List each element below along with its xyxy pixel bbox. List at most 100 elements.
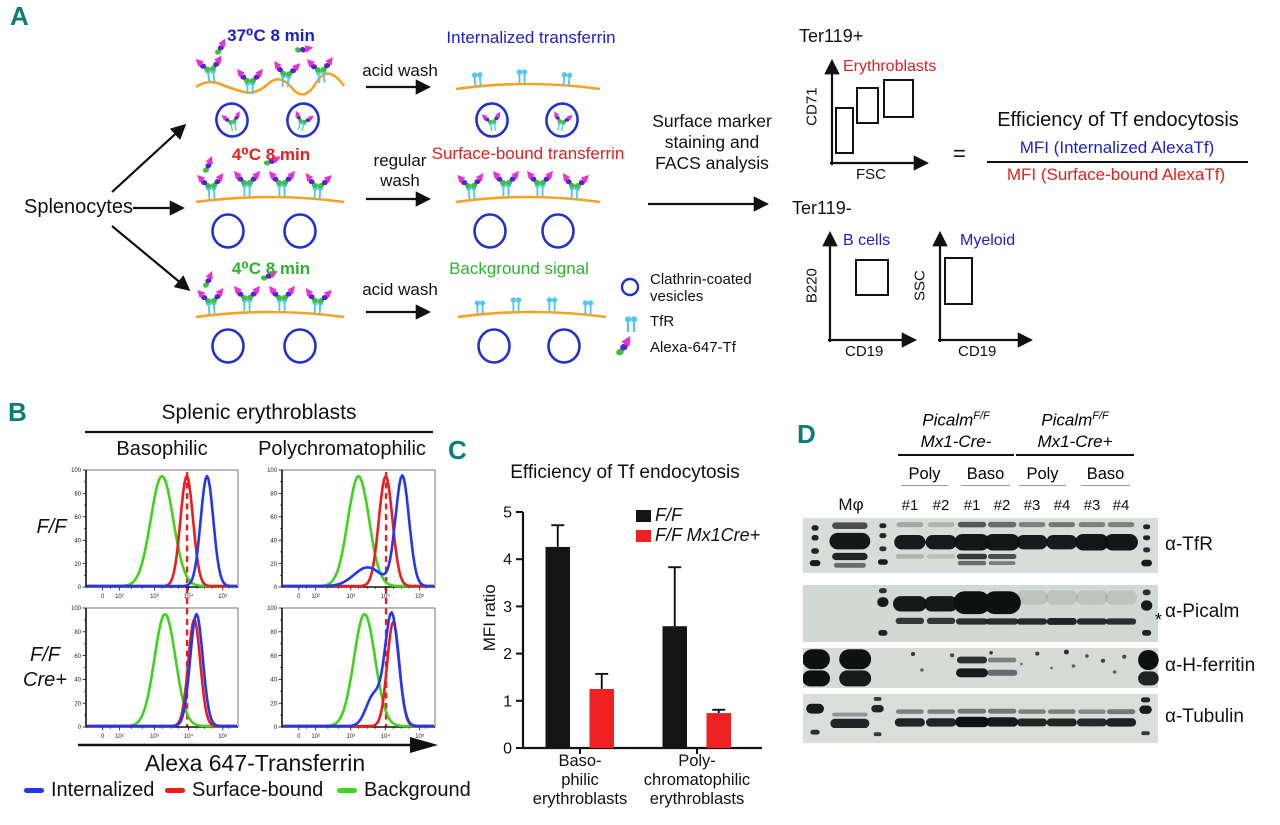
blot-band [987,669,1018,676]
b-cells-gate-label: B cells [843,232,891,249]
blot-band [987,521,1017,528]
x-tick-label: 10⁴ [184,733,194,740]
panel-c-label: C [448,435,467,465]
category-line: Poly- [678,752,716,770]
x-tick-label: 10³ [150,734,159,740]
row-ff-cre-line2: Cre+ [23,669,67,691]
blot-band [832,552,868,561]
c-y-tick-label: 0 [503,741,512,758]
subgroup-baso-1: Baso [961,465,1010,486]
blot-band [1141,559,1152,567]
blot-band [1140,600,1153,611]
blot-band [989,651,993,655]
bar-chart-plot: 0 1 2 3 4 5 [503,505,762,758]
equation-numerator: MFI (Internalized AlexaTf) [1019,138,1215,157]
legend-ff-mx1cre-label: F/F Mx1Cre+ [655,525,761,545]
blot-band [955,716,989,728]
scene-4c-background-cell [195,270,345,364]
scene-surface-bound-result [455,173,601,249]
blot-band [829,532,871,550]
blot-band [954,533,990,551]
histogram-curve [87,612,237,728]
efficiency-equation-title: Efficiency of Tf endocytosis [997,109,1239,131]
gene-sup: F/F [973,410,990,422]
lane-label-6: #3 [1083,497,1101,514]
y-tick-label: 40 [74,678,81,684]
process-line3: FACS analysis [655,153,769,173]
y-tick-label: 80 [74,630,81,636]
legend-ff-label: F/F [655,505,682,525]
category-basophilic: Baso-philic erythroblasts [505,752,655,809]
x-tick-label: 10² [311,734,320,740]
panel-b-label: B [8,397,27,427]
legend-clathrin-line2: vesicles [650,288,704,306]
y-tick-label: 20 [74,562,81,568]
fsc-axis-label: FSC [856,166,886,183]
x-tick-label: 10⁴ [381,593,391,600]
blot-band [839,670,872,687]
blot-band [957,521,987,528]
western-blots [803,518,1159,743]
ff-swatch-icon [636,510,651,522]
blot-band [1045,590,1078,605]
process-line1: Surface marker [652,111,772,131]
condition-4c-label-2: 4⁰C 8 min [231,259,311,278]
blot-band [927,522,955,528]
blot-band [811,548,819,554]
y-tick-label: 100 [267,468,278,474]
blot-band [832,522,868,529]
blot-band [894,535,926,550]
x-tick-label: 0 [101,734,105,740]
acid-wash-label-2: acid wash [362,280,438,299]
splenocytes-label: Splenocytes [24,196,133,218]
blot-band [986,717,1019,727]
blot-band [878,630,888,636]
blot-band [896,522,924,528]
blot-band [811,525,819,531]
x-tick-label: 10⁴ [381,733,391,740]
blot-band [811,535,819,541]
blot-band [926,718,957,727]
category-line: erythroblasts [649,790,745,808]
blot-band [1016,718,1048,727]
lane-label-3: #2 [993,497,1011,514]
y-tick-label: 20 [270,701,277,707]
panel-a-schematic-svg [111,0,1248,364]
blot-band [833,562,866,568]
blot-band [871,705,884,713]
legend-alexa-label: Alexa-647-Tf [650,339,736,356]
c-y-tick-label: 5 [503,505,512,522]
blot-band [1076,618,1108,625]
y-tick-label: 100 [71,606,82,612]
blot-band [832,712,868,717]
lane-label-2: #1 [963,497,981,514]
blot-band [1018,709,1046,714]
blot-band [986,618,1019,625]
cd71-axis-label: CD71 [803,87,821,126]
blot-band [1122,654,1127,659]
blot-band [988,561,1016,566]
category-line: Baso- [558,752,602,770]
x-tick-label: 10⁴ [184,593,194,600]
histogram-tl: 100 80 60 40 20 0 0 10² 10³ 10⁴ 10⁵ [71,468,239,600]
legend-surface-bound-label: Surface-bound [192,779,324,801]
histogram-curve [87,474,237,588]
y-tick-label: 40 [270,538,277,544]
blot-band [1046,618,1077,625]
x-tick-label: 10² [311,594,320,600]
blot-band [878,588,887,594]
y-tick-label: 60 [74,515,81,521]
blot-band [1143,547,1151,553]
blot-band [1016,590,1048,605]
y-tick-label: 80 [270,492,277,498]
ter119-pos-label: Ter119+ [799,26,864,46]
blot-band [894,718,925,727]
y-tick-label: 40 [74,538,81,544]
legend-clathrin-line1: Clathrin-coated [650,271,752,288]
ssc-axis-label: SSC [911,270,929,302]
x-tick-label: 10⁵ [218,593,228,600]
blot-band [920,668,924,672]
regular-wash-line1: regular [373,151,427,170]
gene-name: Picalm [922,410,974,430]
